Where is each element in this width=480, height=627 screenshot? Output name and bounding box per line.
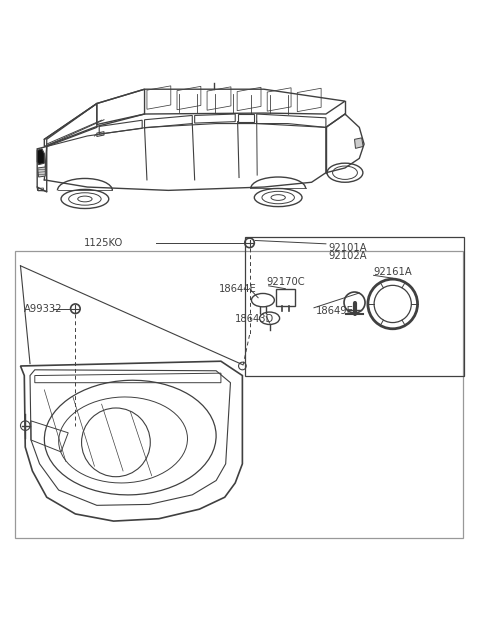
Polygon shape [37,149,44,165]
Text: 92161A: 92161A [373,266,412,277]
Bar [276,288,295,306]
Text: 92170C: 92170C [266,277,305,287]
Text: 18649E: 18649E [316,305,354,315]
Text: 92102A: 92102A [328,251,367,261]
Bar [245,237,464,376]
Bar [15,251,463,538]
Polygon shape [37,167,45,177]
Text: 18643D: 18643D [235,314,275,324]
Text: 1125KO: 1125KO [84,238,123,248]
Text: 92101A: 92101A [328,243,367,253]
Polygon shape [355,138,363,149]
Text: A99332: A99332 [24,303,63,314]
Text: 18644E: 18644E [218,283,256,293]
